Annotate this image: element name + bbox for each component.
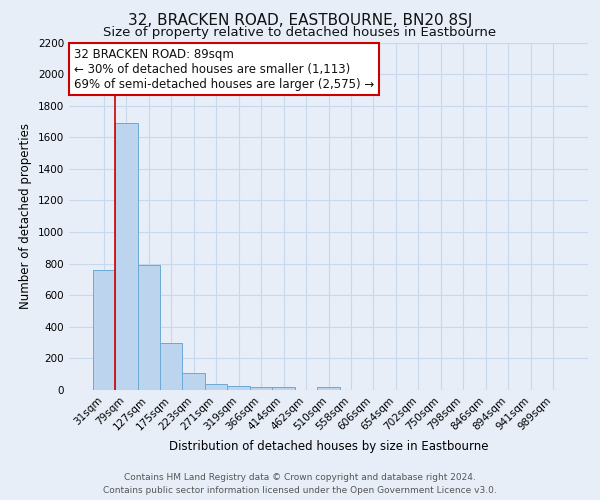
X-axis label: Distribution of detached houses by size in Eastbourne: Distribution of detached houses by size … xyxy=(169,440,488,453)
Bar xyxy=(250,386,272,390)
Text: Size of property relative to detached houses in Eastbourne: Size of property relative to detached ho… xyxy=(103,26,497,39)
Text: 32, BRACKEN ROAD, EASTBOURNE, BN20 8SJ: 32, BRACKEN ROAD, EASTBOURNE, BN20 8SJ xyxy=(128,12,472,28)
Bar xyxy=(272,387,295,390)
Bar xyxy=(137,265,160,390)
Bar xyxy=(115,123,137,390)
Text: 32 BRACKEN ROAD: 89sqm
← 30% of detached houses are smaller (1,113)
69% of semi-: 32 BRACKEN ROAD: 89sqm ← 30% of detached… xyxy=(74,48,374,90)
Bar xyxy=(92,270,115,390)
Bar xyxy=(182,372,205,390)
Bar xyxy=(160,342,182,390)
Bar xyxy=(227,386,250,390)
Y-axis label: Number of detached properties: Number of detached properties xyxy=(19,123,32,309)
Bar xyxy=(317,386,340,390)
Text: Contains HM Land Registry data © Crown copyright and database right 2024.
Contai: Contains HM Land Registry data © Crown c… xyxy=(103,473,497,495)
Bar xyxy=(205,384,227,390)
